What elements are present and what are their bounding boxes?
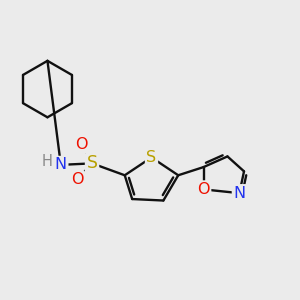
- Text: O: O: [71, 172, 83, 187]
- Text: N: N: [233, 186, 245, 201]
- Text: H: H: [42, 154, 53, 169]
- Text: O: O: [197, 182, 210, 197]
- Text: N: N: [55, 158, 67, 172]
- Text: S: S: [146, 150, 157, 165]
- Text: S: S: [86, 154, 98, 172]
- Text: O: O: [75, 136, 88, 152]
